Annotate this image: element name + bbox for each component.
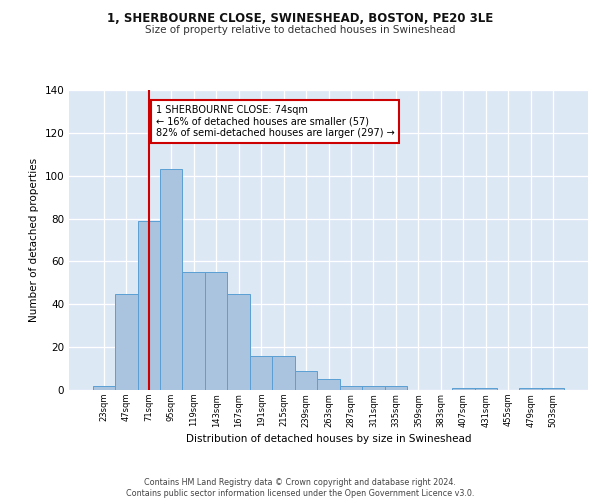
Bar <box>250 356 272 390</box>
Bar <box>340 386 362 390</box>
Bar <box>362 386 385 390</box>
Bar <box>475 388 497 390</box>
Bar <box>317 380 340 390</box>
Text: Size of property relative to detached houses in Swineshead: Size of property relative to detached ho… <box>145 25 455 35</box>
Bar <box>520 388 542 390</box>
Text: 1 SHERBOURNE CLOSE: 74sqm
← 16% of detached houses are smaller (57)
82% of semi-: 1 SHERBOURNE CLOSE: 74sqm ← 16% of detac… <box>155 105 394 138</box>
Bar <box>115 294 137 390</box>
Bar <box>137 220 160 390</box>
Y-axis label: Number of detached properties: Number of detached properties <box>29 158 39 322</box>
X-axis label: Distribution of detached houses by size in Swineshead: Distribution of detached houses by size … <box>186 434 471 444</box>
Bar <box>272 356 295 390</box>
Bar <box>452 388 475 390</box>
Bar <box>92 386 115 390</box>
Bar <box>160 170 182 390</box>
Bar <box>542 388 565 390</box>
Text: Contains HM Land Registry data © Crown copyright and database right 2024.
Contai: Contains HM Land Registry data © Crown c… <box>126 478 474 498</box>
Bar <box>182 272 205 390</box>
Bar <box>205 272 227 390</box>
Bar <box>385 386 407 390</box>
Bar <box>295 370 317 390</box>
Text: 1, SHERBOURNE CLOSE, SWINESHEAD, BOSTON, PE20 3LE: 1, SHERBOURNE CLOSE, SWINESHEAD, BOSTON,… <box>107 12 493 26</box>
Bar <box>227 294 250 390</box>
